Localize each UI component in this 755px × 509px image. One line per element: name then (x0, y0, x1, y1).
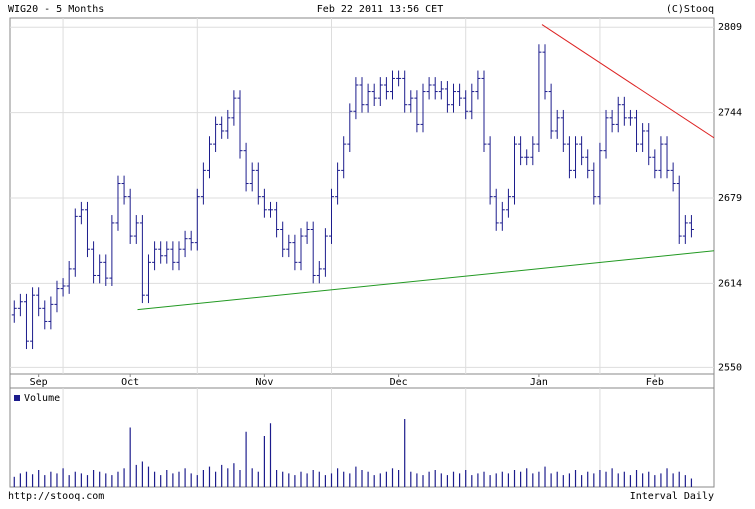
y-tick-label: 2679 (718, 193, 742, 204)
y-tick-label: 2550 (718, 362, 742, 373)
volume-legend-label: Volume (24, 393, 60, 404)
y-tick-label: 2614 (718, 278, 742, 289)
volume-legend-swatch (14, 395, 20, 401)
footer-left: http://stooq.com (8, 491, 104, 502)
y-tick-label: 2744 (718, 108, 742, 119)
copyright: (C)Stooq (666, 4, 714, 15)
x-tick-label: Feb (646, 377, 664, 388)
x-tick-label: Sep (30, 377, 48, 388)
plot-area (11, 24, 714, 350)
trend-line (541, 24, 714, 139)
timestamp: Feb 22 2011 13:56 CET (317, 4, 443, 15)
x-tick-label: Jan (530, 377, 548, 388)
x-tick-label: Oct (121, 377, 139, 388)
x-tick-label: Dec (390, 377, 408, 388)
footer-right: Interval Daily (630, 491, 714, 502)
y-tick-label: 2809 (718, 22, 742, 33)
trend-line (137, 250, 714, 311)
x-tick-label: Nov (255, 377, 273, 388)
chart-title: WIG20 - 5 Months (8, 4, 104, 15)
